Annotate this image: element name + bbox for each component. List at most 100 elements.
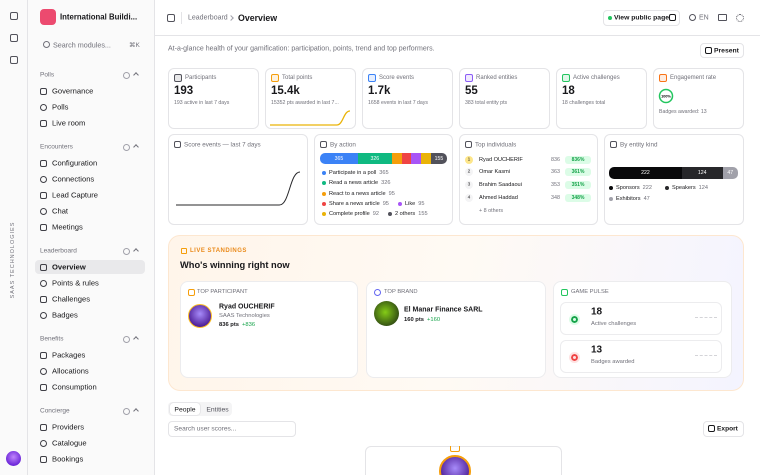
rail-icon[interactable] bbox=[10, 34, 18, 42]
stack-segment bbox=[421, 153, 431, 164]
change-badge bbox=[565, 194, 591, 202]
present-label: Present bbox=[714, 47, 739, 54]
nav-item[interactable]: Configuration bbox=[52, 158, 98, 168]
nav-item[interactable]: Consumption bbox=[52, 382, 97, 392]
segment-label: 222 bbox=[641, 170, 650, 176]
icon bbox=[40, 223, 47, 231]
public-link-btn[interactable] bbox=[603, 10, 680, 26]
icon bbox=[123, 248, 130, 255]
legend-item: Sponsors 222 bbox=[609, 184, 652, 192]
legend-name: Sponsors bbox=[616, 185, 640, 191]
rail-icon[interactable] bbox=[10, 12, 18, 20]
icon bbox=[123, 408, 130, 415]
rail-icon[interactable] bbox=[10, 56, 18, 64]
segment-label: 155 bbox=[434, 155, 444, 162]
individual-change: 348% bbox=[571, 195, 585, 201]
rank: 1 bbox=[467, 157, 471, 163]
points-row: 160 pts +160 bbox=[404, 316, 440, 324]
card-label: GAME PULSE bbox=[571, 289, 609, 295]
breadcrumb-sep bbox=[228, 15, 234, 21]
pulse-card bbox=[560, 302, 722, 335]
legend-name: Complete profile bbox=[329, 211, 370, 217]
search-modules[interactable]: Search modules... bbox=[53, 40, 111, 50]
legend-dot bbox=[609, 186, 613, 190]
nav-group-title: Benefits bbox=[40, 335, 64, 343]
icon bbox=[40, 175, 47, 183]
legend-name: Like bbox=[405, 201, 416, 207]
legend-dot bbox=[322, 192, 326, 196]
nav-item[interactable]: Polls bbox=[52, 102, 69, 112]
nav-item[interactable]: Chat bbox=[52, 206, 69, 216]
legend-item: Complete profile 92 bbox=[322, 210, 379, 218]
points: 160 pts bbox=[404, 317, 424, 323]
kpi-note: 18 challenges total bbox=[562, 100, 606, 106]
icon bbox=[40, 383, 47, 391]
icon bbox=[43, 41, 50, 48]
legend-item: React to a news article 95 bbox=[322, 190, 395, 198]
brand-name: El Manar Finance SARL bbox=[404, 306, 483, 314]
nav-item[interactable]: Badges bbox=[52, 310, 78, 320]
individual-points: 363 bbox=[551, 169, 560, 175]
icon bbox=[40, 439, 47, 447]
panel-title: By entity kind bbox=[620, 141, 658, 149]
nav-item[interactable]: Providers bbox=[52, 422, 85, 432]
sidebar-toggle[interactable] bbox=[167, 14, 175, 22]
pulse-bar bbox=[695, 355, 717, 356]
stack-segment bbox=[401, 153, 412, 164]
icon bbox=[374, 289, 381, 296]
legend-value: 124 bbox=[698, 185, 708, 191]
export-btn[interactable] bbox=[703, 421, 744, 437]
nav-item[interactable]: Meetings bbox=[52, 222, 83, 232]
legend-value: 222 bbox=[642, 185, 652, 191]
icon bbox=[320, 141, 327, 148]
nav-item[interactable]: Overview bbox=[52, 262, 86, 272]
icon bbox=[689, 14, 696, 21]
kpi-note: 383 total entity pts bbox=[465, 100, 508, 106]
icon bbox=[40, 191, 47, 199]
legend-value: 155 bbox=[418, 211, 428, 217]
tab[interactable]: Entities bbox=[206, 406, 229, 413]
pulse-card bbox=[560, 340, 722, 373]
icon bbox=[40, 367, 47, 375]
public-link: View public page bbox=[614, 14, 670, 22]
org-logo bbox=[40, 9, 56, 25]
icon bbox=[40, 311, 47, 319]
score-search[interactable] bbox=[168, 421, 296, 437]
individual-name: Omar Kasmi bbox=[479, 169, 511, 175]
rank-badge bbox=[465, 156, 473, 164]
org-name[interactable]: International Buildi... bbox=[60, 12, 138, 22]
nav-item[interactable]: Allocations bbox=[52, 366, 89, 376]
legend-name: Read a news article bbox=[329, 180, 379, 186]
card-label: TOP BRAND bbox=[384, 289, 418, 295]
nav-active bbox=[35, 260, 145, 274]
nav-item[interactable]: Bookings bbox=[52, 454, 84, 464]
tab[interactable]: People bbox=[174, 406, 196, 413]
language[interactable]: EN bbox=[699, 14, 709, 22]
breadcrumb[interactable]: Leaderboard bbox=[188, 14, 228, 22]
individual-points: 348 bbox=[551, 195, 560, 201]
kpi-label: Score events bbox=[379, 75, 415, 81]
nav-item[interactable]: Challenges bbox=[52, 294, 90, 304]
device-icon[interactable] bbox=[718, 14, 727, 21]
present-btn[interactable] bbox=[700, 43, 744, 58]
points-change: +160 bbox=[426, 317, 441, 323]
panel-title: By action bbox=[330, 141, 356, 149]
nav-item[interactable]: Lead Capture bbox=[52, 190, 99, 200]
legend-dot bbox=[322, 181, 326, 185]
legend-name: Speakers bbox=[672, 185, 696, 191]
kpi-icon bbox=[465, 74, 473, 82]
nav-item[interactable]: Governance bbox=[52, 86, 94, 96]
stack-segment bbox=[430, 153, 447, 164]
nav-item[interactable]: Packages bbox=[52, 350, 86, 360]
icon bbox=[465, 141, 472, 148]
icon bbox=[40, 279, 47, 287]
stack-segment bbox=[411, 153, 422, 164]
nav-item[interactable]: Connections bbox=[52, 174, 95, 184]
nav-item[interactable]: Catalogue bbox=[52, 438, 87, 448]
settings-icon[interactable] bbox=[736, 14, 744, 22]
nav-item[interactable]: Points & rules bbox=[52, 278, 99, 288]
user-avatar[interactable] bbox=[6, 451, 21, 466]
nav-item[interactable]: Live room bbox=[52, 118, 86, 128]
pulse-icon bbox=[569, 314, 580, 325]
nav-group-title: Concierge bbox=[40, 407, 70, 415]
